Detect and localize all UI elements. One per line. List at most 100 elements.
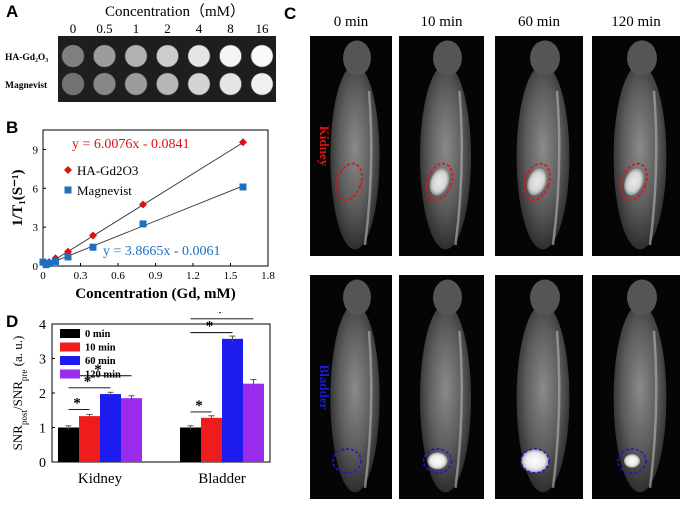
phantom-well (187, 44, 211, 68)
legend-label: 120 min (85, 370, 121, 381)
category-label: Bladder (198, 471, 245, 487)
kidney-roi (425, 162, 454, 202)
x-tick-label: 1.5 (224, 270, 238, 282)
row-label: Kidney (317, 126, 332, 167)
significance-star: * (73, 396, 81, 412)
concentration-label: 1 (133, 21, 140, 36)
legend-swatch (60, 356, 80, 365)
concentration-labels: 0 0.5 1 2 4 8 16 (70, 21, 269, 36)
x-tick-label: 0.6 (111, 270, 125, 282)
phantom-well (93, 44, 116, 68)
concentration-label: 8 (227, 21, 234, 36)
concentration-label: 2 (164, 21, 171, 36)
data-point (239, 183, 247, 191)
phantom-well (250, 44, 274, 68)
y-tick-label: 6 (33, 183, 39, 195)
bar (201, 417, 222, 462)
data-point (239, 138, 247, 147)
legend-swatch (60, 329, 80, 338)
y-tick-label: 3 (39, 353, 46, 368)
bladder-roi (520, 448, 550, 474)
y-tick-label: 2 (39, 387, 46, 402)
data-point (139, 200, 147, 209)
kidney-roi (620, 162, 648, 202)
bladder-roi (332, 448, 362, 474)
legend-marker (64, 166, 72, 174)
data-point (64, 253, 72, 261)
concentration-label: 4 (196, 21, 203, 36)
concentration-label: 0 (70, 21, 77, 36)
y-tick-label: 0 (39, 456, 46, 471)
panel-label-a: A (6, 2, 19, 21)
y-tick-label: 1 (39, 422, 46, 437)
category-label: Kidney (78, 471, 123, 487)
phantom-well (61, 44, 85, 68)
time-label: 10 min (420, 14, 463, 30)
legend-marker (64, 186, 72, 194)
panel-label-d: D (6, 312, 19, 331)
concentration-label: 16 (256, 21, 270, 36)
phantom-row-label: Magnevist (5, 81, 48, 91)
significance-star: * (216, 312, 224, 321)
mri-image (495, 36, 583, 256)
y-axis-label: 1/T₁(S⁻¹) (10, 170, 26, 227)
legend-label: 60 min (85, 356, 116, 367)
data-point (139, 220, 147, 228)
time-label: 120 min (611, 14, 661, 30)
x-tick-label: 0.3 (74, 270, 88, 282)
mri-image (310, 275, 392, 499)
y-tick-label: 4 (39, 318, 46, 333)
phantom-well (187, 72, 211, 96)
y-tick-label: 0 (33, 261, 39, 273)
data-point (52, 257, 59, 265)
mri-image (592, 36, 680, 256)
phantom-well (219, 44, 242, 68)
phantom-well (250, 72, 274, 96)
phantom-well (93, 72, 116, 96)
fit-equation: y = 6.0076x - 0.0841 (72, 137, 190, 152)
bladder-roi (617, 448, 647, 474)
mri-image (399, 275, 484, 499)
bar (243, 383, 264, 462)
fit-equation: y = 3.8665x - 0.0061 (103, 244, 221, 259)
panel-label-c: C (284, 4, 297, 23)
y-tick-label: 3 (33, 222, 39, 234)
legend-label: 10 min (85, 343, 116, 354)
x-tick-label: 1.8 (261, 270, 275, 282)
mri-image (310, 36, 392, 256)
concentration-label: 0.5 (96, 21, 112, 36)
legend-label: Magnevist (77, 183, 132, 198)
significance-star: * (84, 374, 92, 390)
phantom-well (124, 72, 148, 96)
panel-a-title: Concentration（mM） (105, 3, 245, 20)
row-label: Bladder (317, 365, 332, 410)
panel-a-phantom: Concentration（mM） 0 0.5 1 2 4 8 16 HA-Gd₂O₃ Mag… (5, 3, 276, 102)
data-point (89, 231, 97, 240)
kidney-roi (523, 162, 551, 202)
data-point (89, 243, 97, 251)
mri-image (592, 275, 680, 499)
phantom-wells (61, 44, 274, 96)
phantom-well (219, 72, 242, 96)
bar (121, 398, 142, 462)
mri-image (399, 36, 484, 256)
relaxivity-chart: 0 0.3 0.6 0.9 1.2 1.5 1.8 0 3 6 9 Concentration (Gd… (10, 129, 275, 302)
kidney-roi (335, 162, 363, 202)
phantom-well (61, 72, 85, 96)
legend-swatch (60, 342, 80, 352)
x-tick-label: 0.9 (149, 270, 163, 282)
phantom-row-labels: HA-Gd₂O₃ Magnevist (5, 53, 48, 91)
y-tick-label: 9 (33, 144, 39, 156)
legend-label: 0 min (85, 329, 111, 340)
time-label: 0 min (334, 14, 369, 30)
phantom-well (156, 44, 179, 68)
bar (222, 338, 243, 462)
legend-label: HA-Gd2O3 (77, 163, 138, 178)
significance-star: * (195, 398, 203, 414)
x-tick-label: 1.2 (186, 270, 200, 282)
phantom-row-label: HA-Gd₂O₃ (5, 53, 48, 63)
bar (180, 427, 201, 462)
x-axis-label: Concentration (Gd, mM) (75, 286, 235, 302)
x-tick-label: 0 (40, 270, 46, 282)
